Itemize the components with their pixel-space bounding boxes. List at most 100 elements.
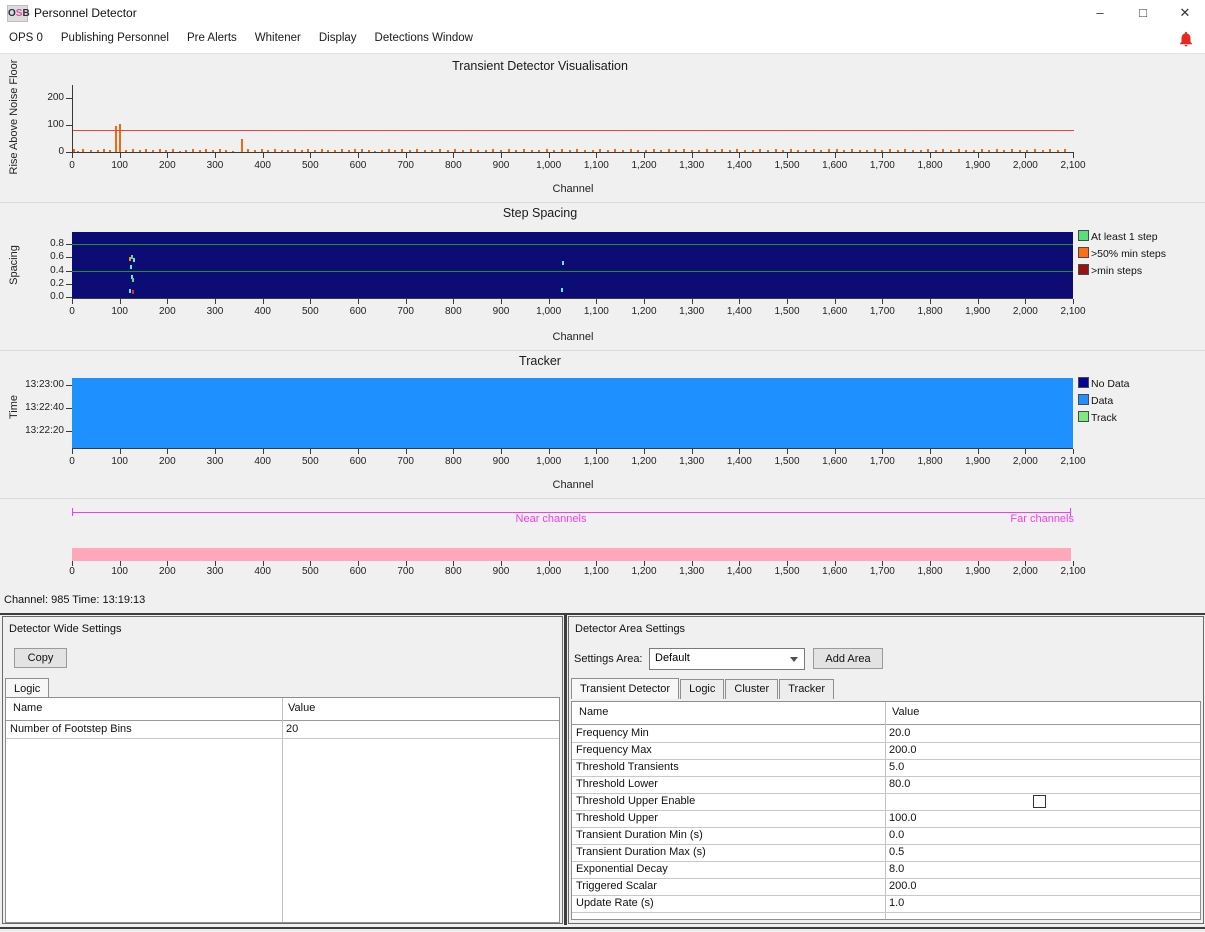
transient-bar [751,149,754,152]
x-tick-label: 1,700 [869,566,895,577]
step-mark [131,290,134,295]
transient-bar [334,149,337,152]
x-tick [72,153,73,158]
transient-bar [90,150,93,152]
x-tick [691,561,693,566]
tracker-plot-area[interactable] [72,378,1073,449]
add-area-button[interactable]: Add Area [813,648,883,669]
transient-bar [280,150,283,152]
tab-logic[interactable]: Logic [5,678,50,699]
checkbox-threshold-upper-enable[interactable] [1032,795,1046,808]
transient-bar [192,148,195,152]
cell-value[interactable]: 20 [286,723,299,735]
transient-bar [158,149,161,152]
transient-bar [340,148,343,152]
column-header-name[interactable]: Name [13,702,43,714]
near-channels-label: Near channels [515,513,587,525]
step-mark [129,256,132,261]
window-title: Personnel Detector [34,6,137,20]
x-tick-label: 500 [301,456,319,467]
menu-item-whitener[interactable]: Whitener [254,32,301,44]
step-spacing-plot-area[interactable] [72,232,1073,299]
y-tick [66,244,72,246]
x-tick [739,561,741,566]
x-tick-label: 1,300 [679,566,705,577]
transient-bar [660,150,663,152]
x-axis-label-channel-2: Channel [552,331,594,343]
x-tick [930,299,931,304]
alert-bell-icon[interactable] [1177,30,1195,48]
close-button[interactable]: ✕ [1179,5,1191,20]
table-row-threshold-upper-enable: Threshold Upper Enable [572,793,1200,811]
transient-bar [538,149,541,152]
x-tick [405,153,407,158]
legend-swatch [1078,230,1089,241]
channel-selection-bar[interactable] [72,548,1071,561]
transient-bar [789,149,792,152]
menu-item-detections-window[interactable]: Detections Window [374,32,473,44]
column-header-name[interactable]: Name [579,706,609,718]
transient-bar [454,149,457,152]
menu-item-display[interactable]: Display [318,32,357,44]
chart-title-tracker: Tracker [519,354,561,368]
settings-area-dropdown[interactable]: Default [649,648,805,670]
tab-cluster[interactable]: Cluster [725,679,779,699]
cell-value[interactable]: 100.0 [889,812,917,824]
transient-plot-area[interactable] [72,85,1074,153]
cell-value[interactable]: 20.0 [889,727,911,739]
tab-logic[interactable]: Logic [680,679,725,699]
x-tick [358,153,359,158]
x-tick [977,449,979,454]
x-tick-label: 1,000 [536,160,562,171]
menu-item-ops-0[interactable]: OPS 0 [9,32,43,44]
copy-button[interactable]: Copy [14,648,67,668]
minimize-button[interactable]: – [1096,5,1104,20]
transient-bar [446,150,449,152]
transient-bar [698,149,701,152]
x-tick-label: 1,400 [726,566,752,577]
cell-name: Frequency Max [576,744,652,756]
transient-bar [583,150,586,152]
transient-bar [827,149,830,152]
tab-transient-detector[interactable]: Transient Detector [571,678,680,699]
step-mark [131,274,134,279]
transient-bar [218,149,221,152]
transient-bar [629,149,632,152]
transient-bar [408,149,411,152]
x-tick [977,153,979,158]
y-tick-label: 13:22:40 [25,402,64,413]
column-header-value[interactable]: Value [892,706,920,718]
cell-value[interactable]: 5.0 [889,761,905,773]
x-tick-label: 1,400 [726,456,752,467]
x-tick [1073,449,1074,454]
transient-bar [561,149,564,152]
transient-bar [1026,149,1029,152]
cell-value[interactable]: 8.0 [889,863,905,875]
cell-value[interactable]: 80.0 [889,778,911,790]
detector-area-settings-title: Detector Area Settings [575,623,686,635]
x-tick-label: 600 [349,160,367,171]
transient-bar [1011,149,1014,152]
cell-name: Transient Duration Max (s) [576,846,706,858]
x-tick [215,449,216,454]
transient-bar [165,149,168,152]
cell-value[interactable]: 1.0 [889,897,905,909]
menu-item-publishing-personnel[interactable]: Publishing Personnel [60,32,169,44]
x-tick [501,449,502,454]
menu-item-pre-alerts[interactable]: Pre Alerts [186,32,237,44]
cell-value[interactable]: 0.0 [889,829,905,841]
column-header-value[interactable]: Value [288,702,316,714]
settings-area-value: Default [655,652,690,664]
maximize-button[interactable]: □ [1139,5,1147,20]
cell-name: Threshold Transients [576,761,679,773]
cell-value[interactable]: 200.0 [889,744,917,756]
x-tick-label: 300 [206,566,224,577]
legend-item-no-data: No Data [1078,377,1130,390]
range-end-tick [1070,508,1071,516]
cell-value[interactable]: 0.5 [889,846,905,858]
cell-value[interactable]: 200.0 [889,880,917,892]
table-row-update-rate-s-: Update Rate (s) 1.0 [572,895,1200,913]
x-tick [644,153,645,158]
x-tick [882,449,884,454]
tab-tracker[interactable]: Tracker [779,679,835,699]
